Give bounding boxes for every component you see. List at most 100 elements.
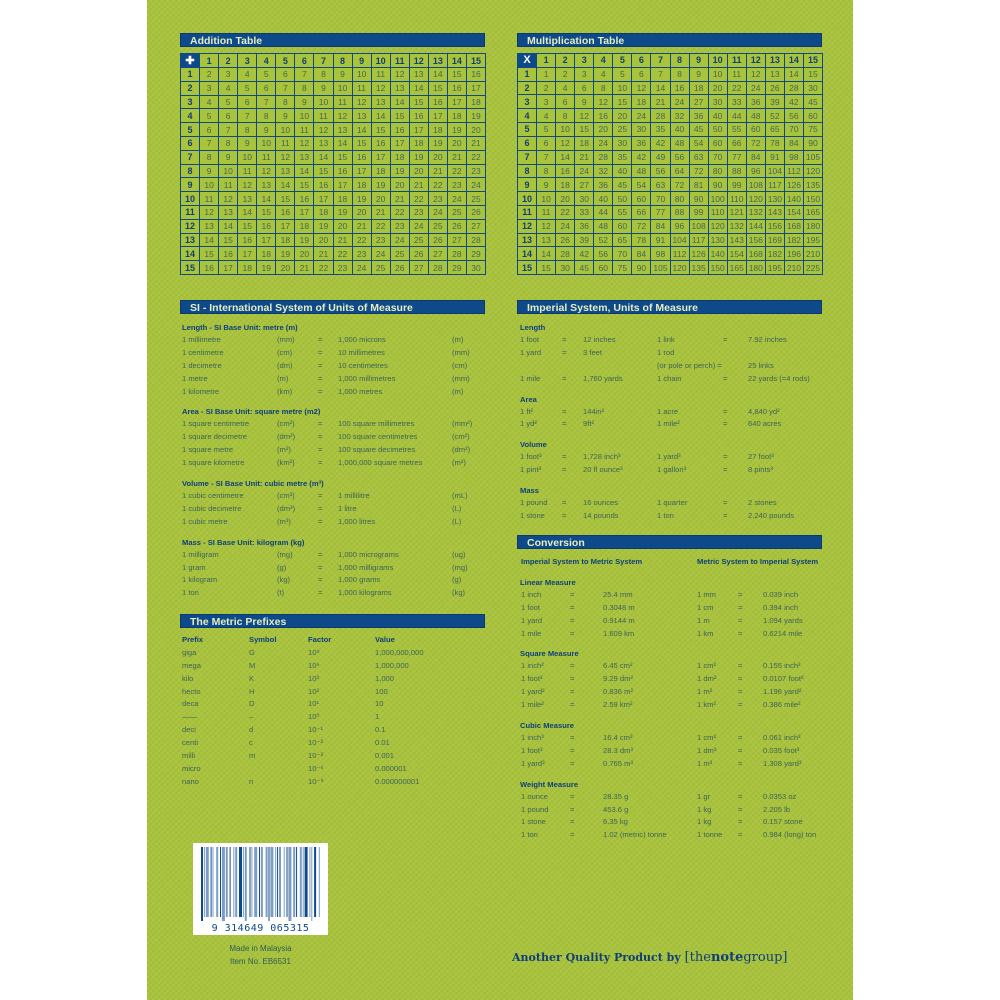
barcode-bar xyxy=(239,847,242,917)
table-cell: 9 xyxy=(333,68,352,81)
row-cell: 10² xyxy=(308,686,319,696)
table-cell: 7 xyxy=(257,95,276,109)
list-row: (or pole or perch) = 25 links xyxy=(520,360,820,373)
table-cell: 210 xyxy=(784,261,803,274)
table-cell: 120 xyxy=(708,219,727,233)
barcode-bar xyxy=(275,847,277,917)
thenotegroup-logo: [thenotegroup] xyxy=(684,950,788,965)
row-cell: 0.039 inch xyxy=(763,589,799,599)
table-cell: 25 xyxy=(466,192,485,205)
table-cell: 45 xyxy=(803,95,822,109)
row-cell: 100 square centimetres xyxy=(338,432,418,442)
barcode-bar xyxy=(221,847,225,921)
row-cell: = xyxy=(738,674,743,684)
table-cell: 30 xyxy=(708,95,727,109)
table-cell: 32 xyxy=(594,164,613,178)
row-cell: 1 ft² xyxy=(520,406,534,416)
table-cell: 18 xyxy=(371,164,390,178)
table-cell: 24 xyxy=(390,233,409,247)
table-cell: 48 xyxy=(632,164,651,178)
row-cell: = xyxy=(570,661,575,671)
table-cell: 23 xyxy=(333,261,352,274)
row-cell: H xyxy=(249,686,255,696)
group-heading: Area xyxy=(520,394,537,404)
row-cell: 1 square kilometre xyxy=(182,458,245,468)
row-cell: 1 pint³ xyxy=(520,465,542,475)
row-header-cell: 9 xyxy=(518,178,537,192)
table-cell: 21 xyxy=(333,233,352,247)
table-cell: 16 xyxy=(670,81,689,95)
table-cell: 66 xyxy=(632,205,651,219)
table-cell: 156 xyxy=(746,233,765,247)
table-cell: 54 xyxy=(632,178,651,192)
table-cell: 28 xyxy=(447,247,466,261)
row-cell: 1,000,000 xyxy=(375,660,409,670)
row-cell: (mm) xyxy=(452,373,470,383)
barcode-bar xyxy=(216,847,219,917)
table-cell: 66 xyxy=(727,136,746,150)
row-header-cell: 4 xyxy=(181,109,200,123)
row-cell: = xyxy=(738,817,743,827)
table-cell: 98 xyxy=(784,150,803,164)
table-cell: 143 xyxy=(765,205,784,219)
table-cell: 45 xyxy=(613,178,632,192)
row-cell: 1 millilitre xyxy=(338,491,370,501)
row-cell: 10⁻³ xyxy=(308,751,323,761)
table-cell: 15 xyxy=(295,178,314,192)
table-cell: 12 xyxy=(746,67,765,81)
table-cell: 4 xyxy=(238,68,257,81)
table-cell: 7 xyxy=(219,123,238,136)
table-cell: 20 xyxy=(295,247,314,261)
table-cell: 36 xyxy=(632,136,651,150)
table-cell: 22 xyxy=(314,261,333,274)
row-header-cell: 11 xyxy=(181,206,200,219)
table-cell: 5 xyxy=(219,95,238,109)
row-cell: = xyxy=(738,628,743,638)
column-header-row: Imperial System to Metric System Metric S… xyxy=(520,556,825,569)
row-header-cell: 2 xyxy=(518,81,537,95)
row-cell: 1,000 metres xyxy=(338,386,383,396)
table-cell: 29 xyxy=(466,247,485,261)
table-cell: 168 xyxy=(784,219,803,233)
si-section-title: SI - International System of Units of Me… xyxy=(180,300,485,314)
table-cell: 2 xyxy=(556,67,575,81)
table-cell: 15 xyxy=(537,261,556,274)
table-cell: 30 xyxy=(632,123,651,136)
row-cell: (m) xyxy=(452,335,464,344)
row-cell: (mm) xyxy=(277,335,295,344)
barcode-bar xyxy=(293,847,296,917)
table-cell: 22 xyxy=(556,205,575,219)
table-cell: 6 xyxy=(575,81,594,95)
row-cell: 2.59 km² xyxy=(603,700,633,710)
operator-corner-cell: X xyxy=(518,54,537,67)
list-row: mega M 10⁶ 1,000,000 xyxy=(182,660,482,673)
row-header-cell: 1 xyxy=(518,67,537,81)
table-cell: 17 xyxy=(257,233,276,247)
row-cell: 1,760 yards xyxy=(583,373,623,383)
row-cell: = xyxy=(562,511,567,521)
column-header-cell: 9 xyxy=(352,54,371,67)
table-cell: 35 xyxy=(651,123,670,136)
table-cell: 23 xyxy=(447,178,466,192)
table-cell: 18 xyxy=(575,136,594,150)
table-cell: 169 xyxy=(765,233,784,247)
table-cell: 19 xyxy=(314,219,333,233)
table-cell: 27 xyxy=(575,178,594,192)
table-cell: 84 xyxy=(784,136,803,150)
metric-prefixes-title: The Metric Prefixes xyxy=(180,614,485,628)
row-cell: (g) xyxy=(452,575,462,585)
group-heading: Square Measure xyxy=(520,649,579,659)
row-cell: = xyxy=(570,745,575,755)
table-cell: 6 xyxy=(276,68,295,81)
table-cell: 108 xyxy=(689,219,708,233)
table-cell: 15 xyxy=(238,219,257,233)
list-row: —— – 10⁰ 1 xyxy=(182,711,482,724)
table-cell: 14 xyxy=(314,150,333,164)
barcode-bar xyxy=(235,847,238,917)
row-cell: = xyxy=(723,419,728,429)
row-cell: 1 yard³ xyxy=(521,758,545,768)
table-cell: 99 xyxy=(727,178,746,192)
row-cell: = xyxy=(570,830,575,840)
multiplication-table: X 1 2 3 4 5 6 7 8 9 10 11 12 13 14 15 1 1 2 3 4 5 6 7 8 9 10 11 12 13… xyxy=(517,53,823,275)
row-cell: 25.4 mm xyxy=(603,589,633,599)
